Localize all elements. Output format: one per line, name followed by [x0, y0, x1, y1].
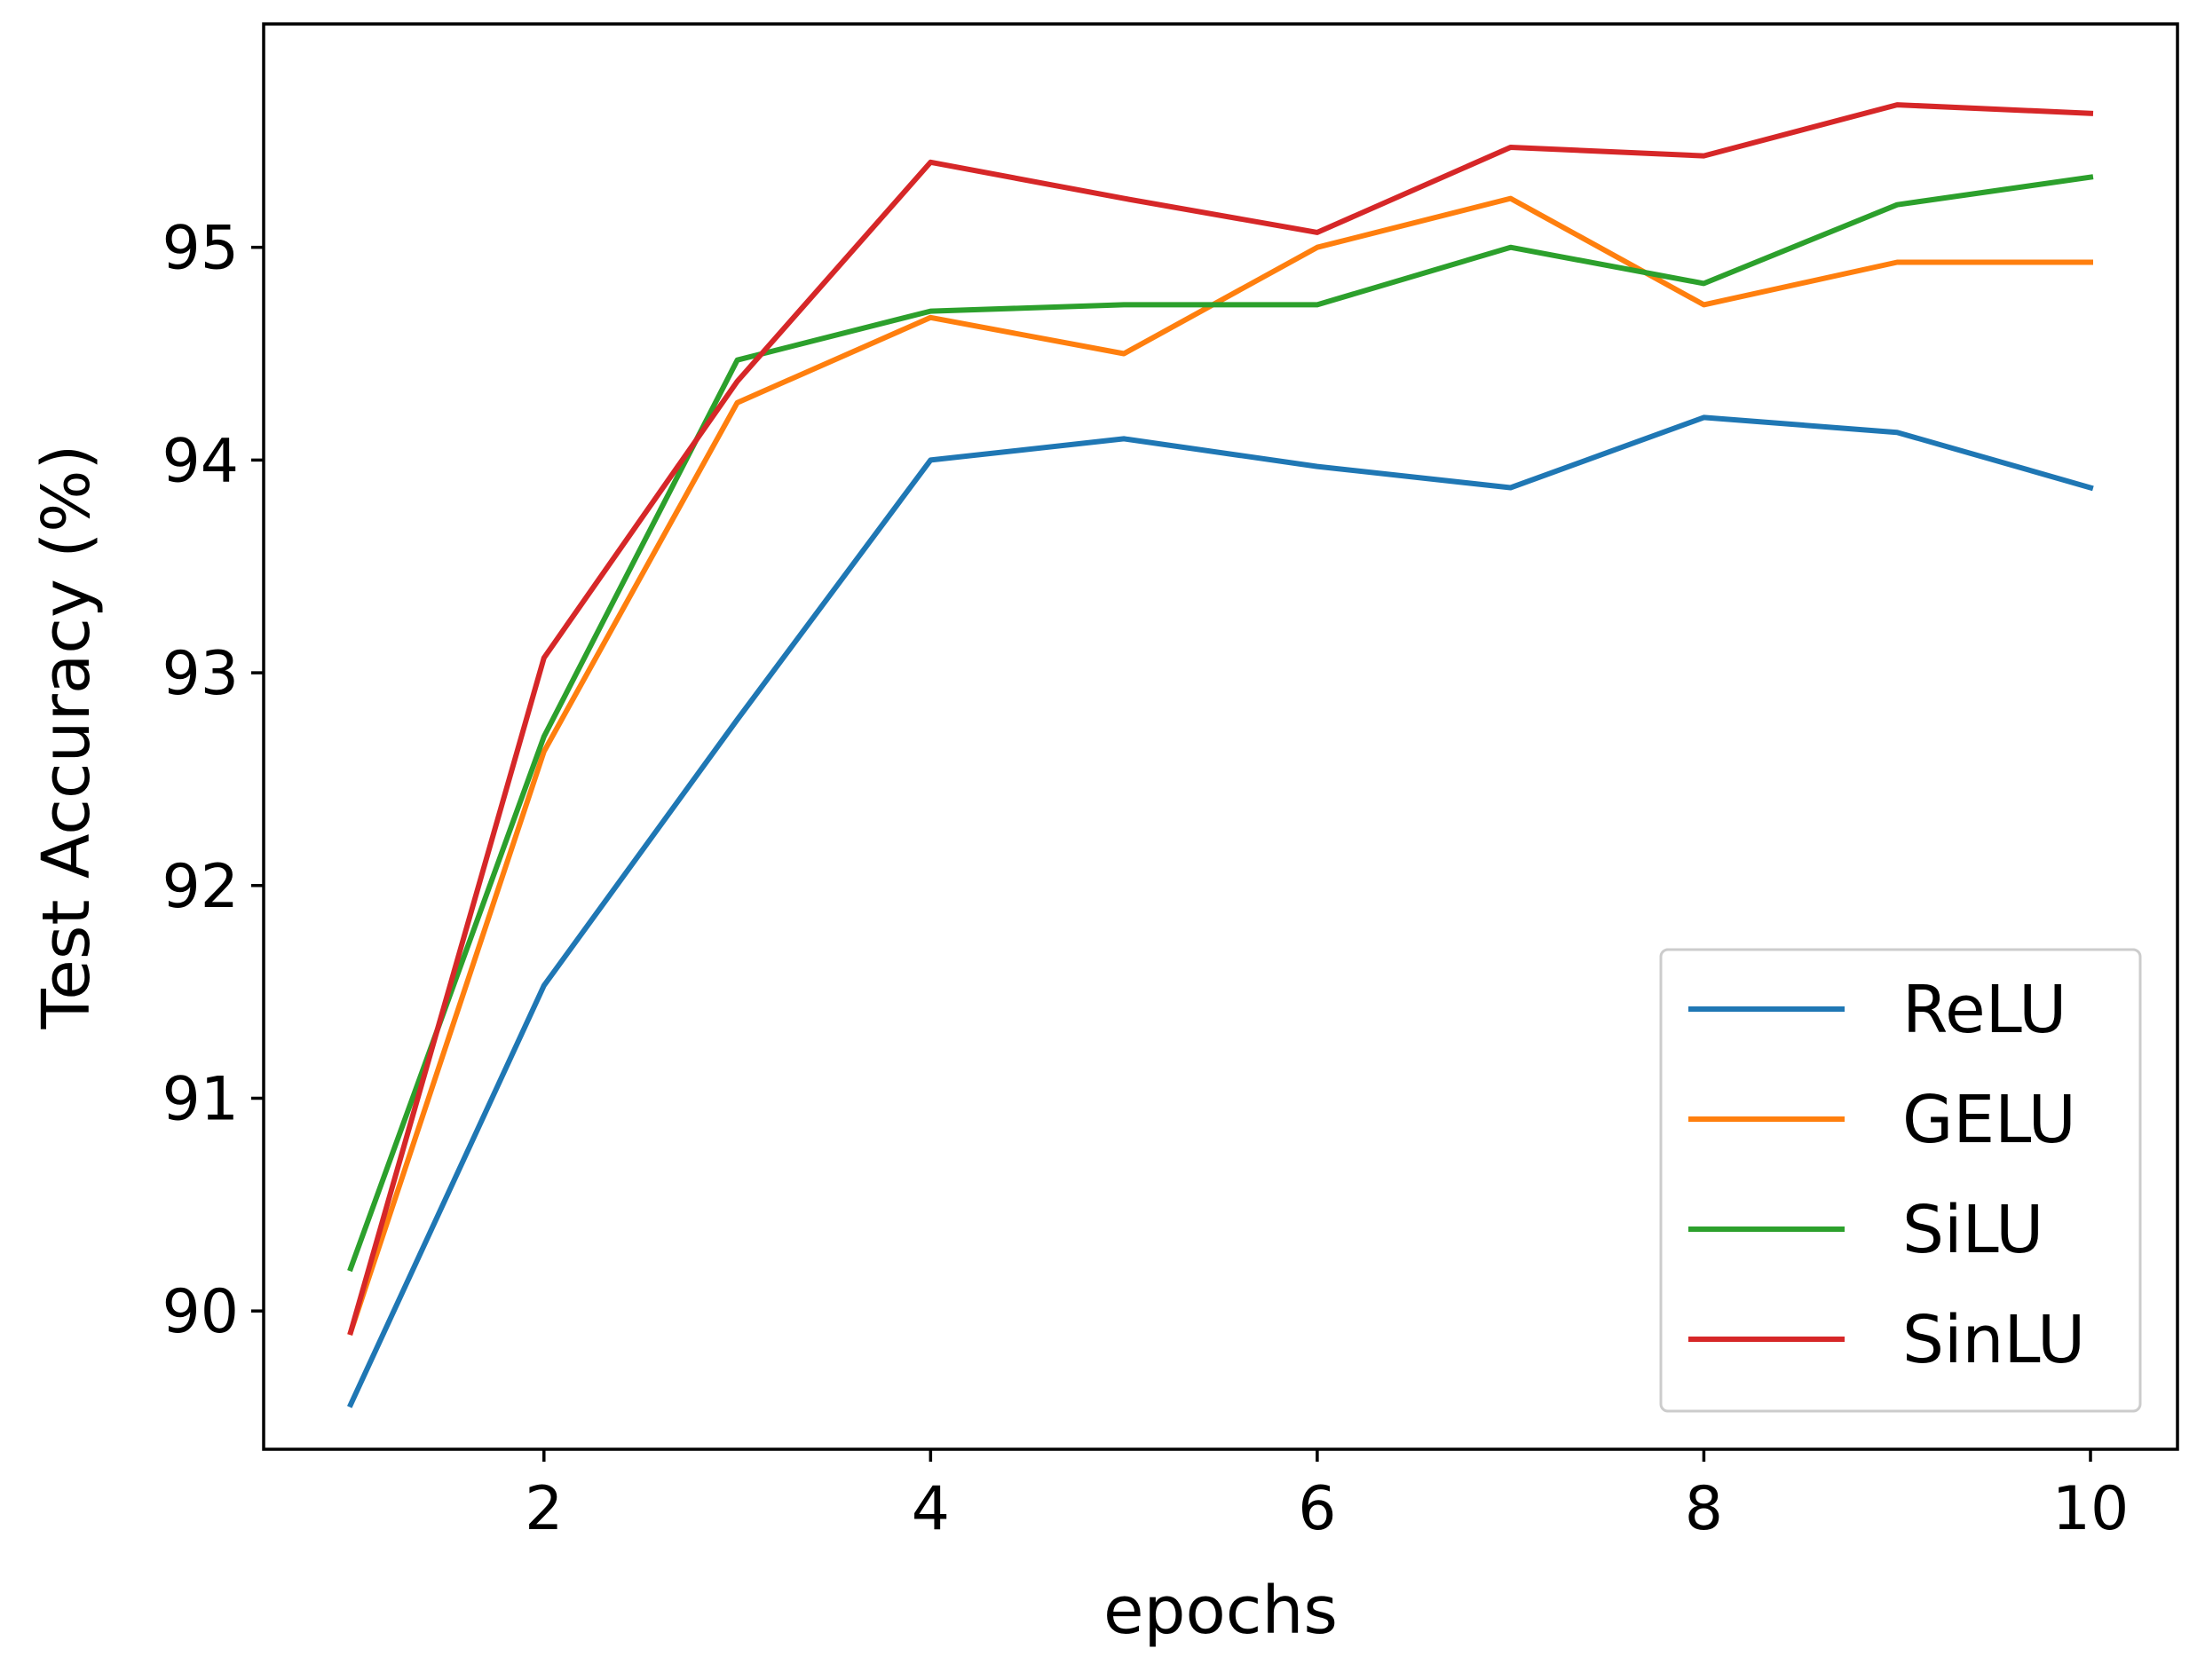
series-line-gelu [347, 195, 2093, 1336]
series-layer [347, 102, 2094, 1408]
x-axis-label: epochs [1103, 1573, 1338, 1649]
y-tick-label: 93 [162, 639, 239, 709]
legend-items: ReLU GELU SiLU SinLU [1688, 972, 2085, 1378]
series-line-relu [347, 414, 2094, 1408]
series-line-silu [347, 174, 2094, 1273]
legend-box [1659, 948, 2142, 1413]
x-axis-ticks: 2 4 6 8 10 [525, 1449, 2129, 1544]
legend-label-relu: ReLU [1902, 972, 2067, 1048]
legend-label-silu: SiLU [1902, 1192, 2043, 1268]
y-tick-label: 91 [162, 1064, 239, 1134]
y-tick-label: 94 [162, 426, 239, 496]
y-tick-label: 95 [162, 214, 239, 284]
legend-label-gelu: GELU [1902, 1082, 2076, 1158]
x-tick-label: 8 [1685, 1474, 1723, 1544]
legend: ReLU GELU SiLU SinLU [1659, 948, 2142, 1413]
series-line-sinlu [347, 102, 2094, 1336]
y-tick-label: 92 [162, 852, 239, 922]
y-axis-label: Test Accuracy (%) [28, 445, 105, 1030]
x-tick-label: 6 [1298, 1474, 1336, 1544]
x-tick-label: 4 [912, 1474, 950, 1544]
y-tick-label: 90 [162, 1277, 239, 1347]
plot-area-frame [262, 22, 2179, 1451]
y-axis-ticks: 90 91 92 93 94 95 [162, 214, 264, 1347]
legend-label-sinlu: SinLU [1902, 1302, 2085, 1378]
x-tick-label: 10 [2052, 1474, 2130, 1544]
x-tick-label: 2 [525, 1474, 563, 1544]
